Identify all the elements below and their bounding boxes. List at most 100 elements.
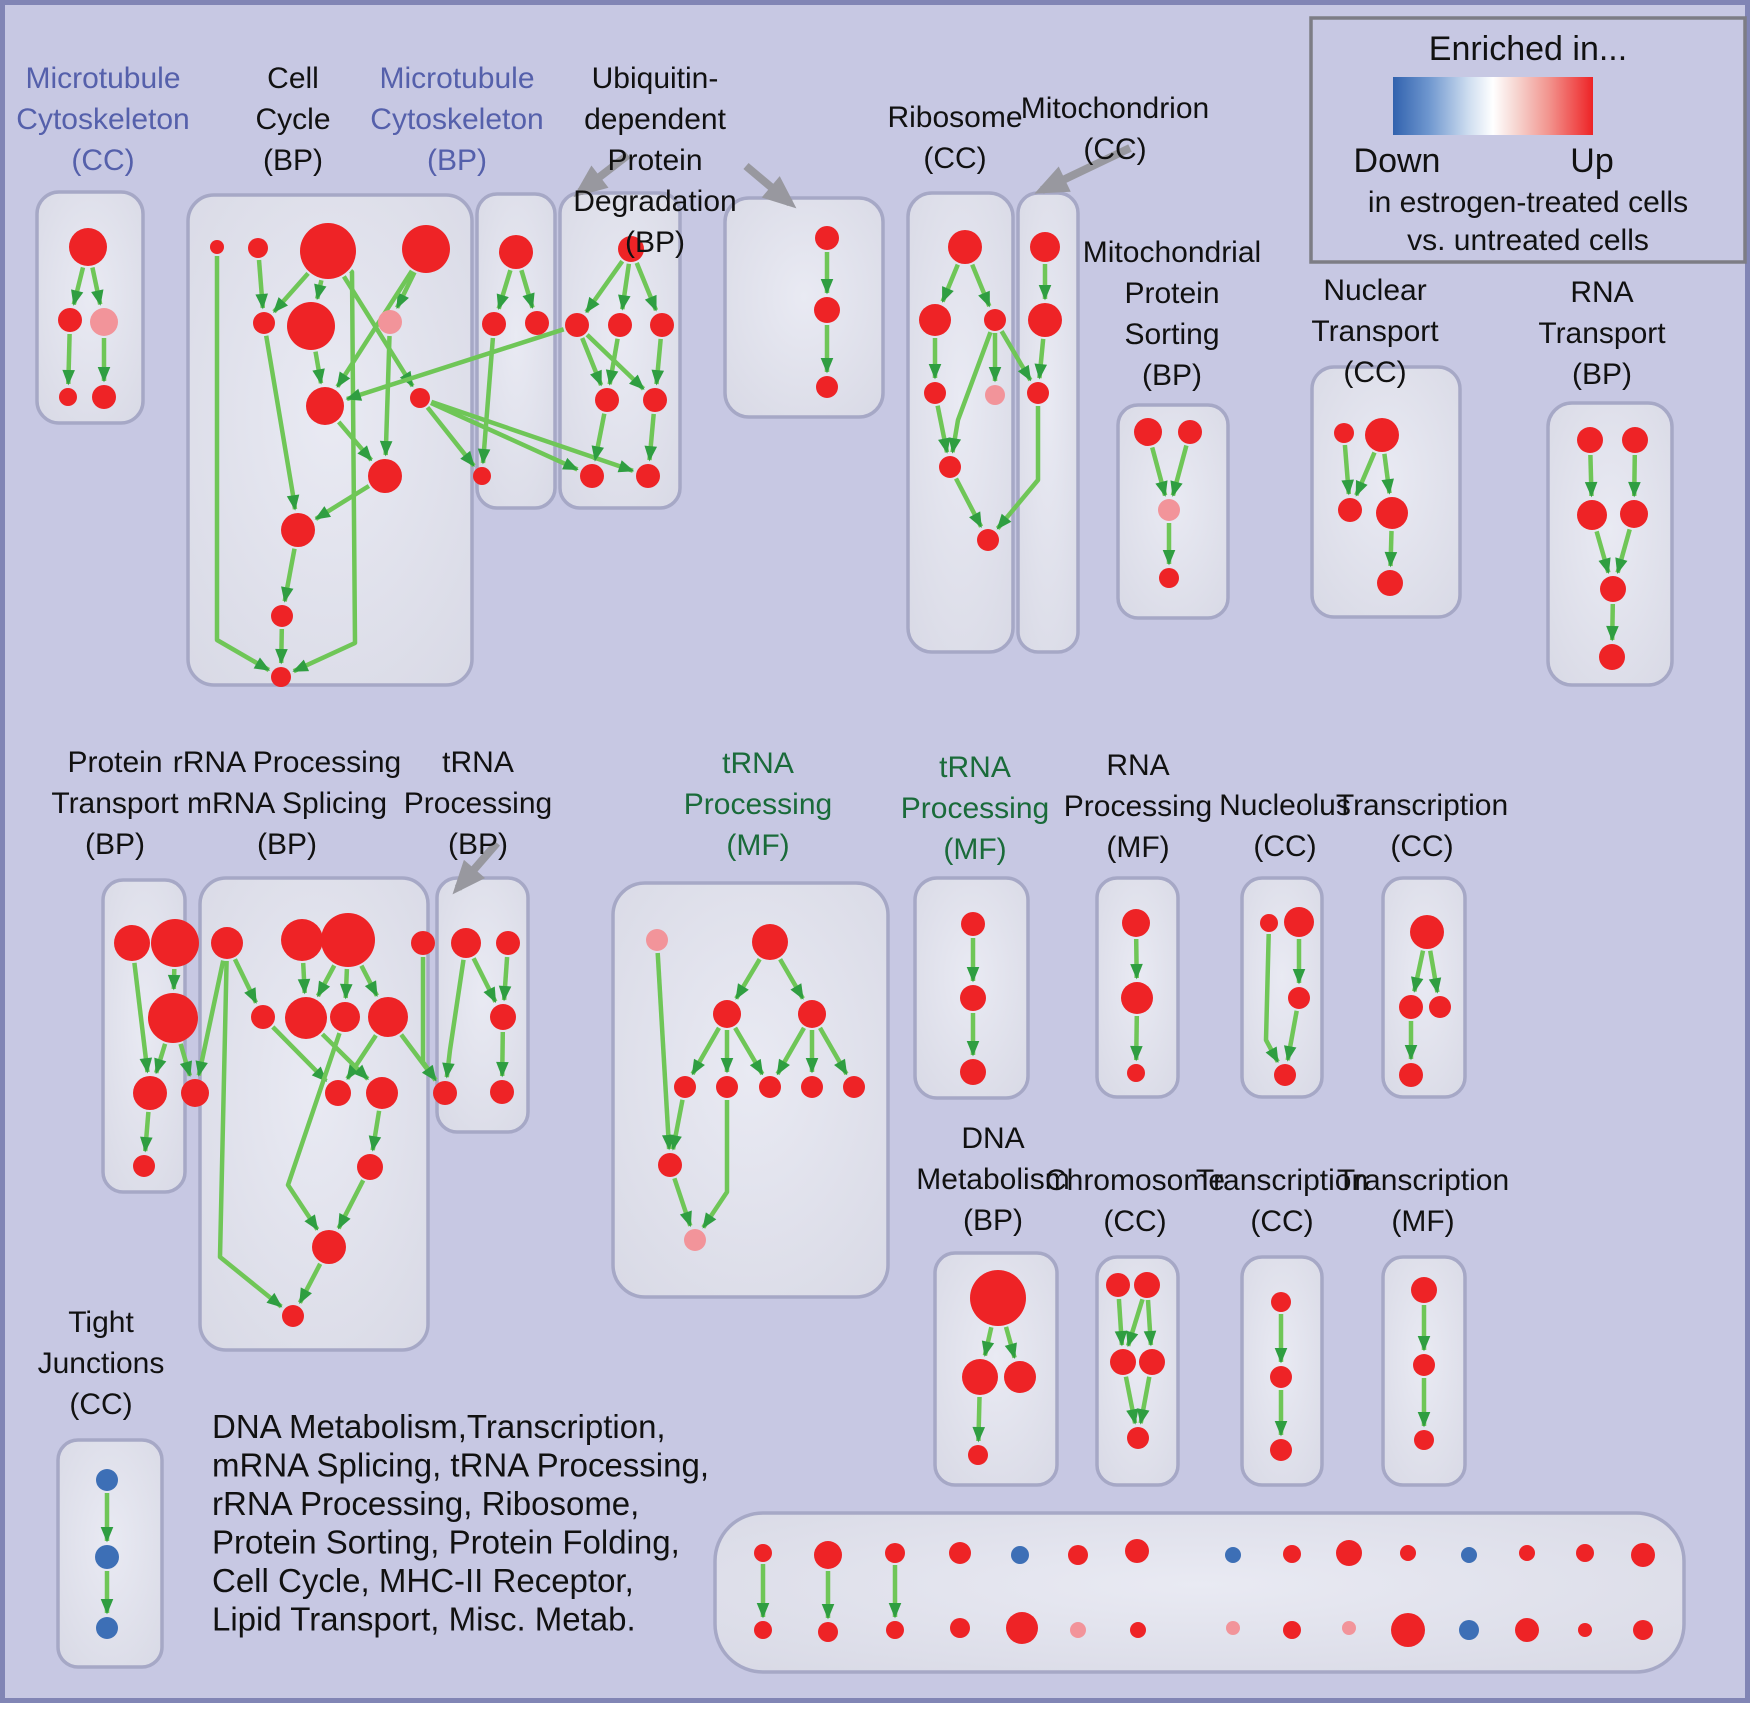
edge-tb2-tb3 xyxy=(498,956,512,1002)
go-term-node-tj1 xyxy=(96,1469,118,1491)
edge-c9-c10 xyxy=(281,548,297,603)
edge-pt1-pt4 xyxy=(132,962,153,1074)
edge-rr4-tb4 xyxy=(420,957,438,1082)
go-term-node-tcb1 xyxy=(1271,1292,1291,1312)
cluster-label-nucleolus-line1: (CC) xyxy=(1253,830,1316,863)
go-term-node-nu3 xyxy=(1288,987,1310,1009)
go-term-node-rp1 xyxy=(1122,909,1150,937)
go-term-node-bx6 xyxy=(1068,1545,1088,1565)
edge-M2-F xyxy=(1034,338,1048,380)
go-term-node-tf3 xyxy=(1414,1430,1434,1450)
go-term-node-ms4 xyxy=(1159,568,1179,588)
go-term-node-mc5 xyxy=(92,385,116,409)
edge-u1-u3 xyxy=(618,263,632,311)
go-term-node-c6 xyxy=(287,302,335,350)
go-term-node-rr9 xyxy=(325,1080,351,1106)
cluster-box-rna-transport xyxy=(1546,401,1674,687)
edge-c8-c9 xyxy=(314,484,371,521)
edge-chub-u7 xyxy=(429,400,579,472)
cluster-label-trna-mf-2-line1: Processing xyxy=(901,792,1049,825)
go-term-node-by1 xyxy=(754,1621,772,1639)
edge-tmc-tmb xyxy=(672,1177,693,1228)
cluster-box-ubiquitin-a xyxy=(558,191,682,510)
cluster-label-ubiquitin-line1: dependent xyxy=(584,103,726,136)
edge-rr11-rr12 xyxy=(336,1179,366,1230)
cluster-label-cell-cycle-line0: Cell xyxy=(267,62,319,95)
edge-nt2-nt3 xyxy=(1354,451,1377,497)
edge-rr3-rr7 xyxy=(339,968,353,1000)
go-term-node-pt1 xyxy=(114,925,150,961)
edge-tmL-tm3 xyxy=(733,1026,765,1076)
cluster-label-rrna: rRNA Processing mRNA Splicing (BP) xyxy=(173,746,401,861)
edge-chub-m4 xyxy=(425,406,476,468)
misc-categories-caption-line4: Cell Cycle, MHC-II Receptor, xyxy=(212,1562,634,1599)
edge-tm2-tmb xyxy=(701,1100,730,1229)
cluster-label-chromosome: Chromosome (CC) xyxy=(1045,1164,1225,1238)
go-term-node-m1 xyxy=(499,235,533,269)
go-term-node-tmb xyxy=(684,1229,706,1251)
callout-arrow-ubiquitin-right xyxy=(743,162,797,209)
go-term-node-pt6 xyxy=(133,1155,155,1177)
edge-c1-c11 xyxy=(214,256,271,672)
edge-rt4-rt5 xyxy=(1615,528,1632,574)
go-term-node-c3 xyxy=(300,223,356,279)
edge-c3-c5 xyxy=(272,271,310,314)
legend-caption-line1: in estrogen-treated cells xyxy=(1368,186,1688,219)
go-term-node-mc4 xyxy=(59,388,77,406)
misc-categories-caption: DNA Metabolism,Transcription,mRNA Splici… xyxy=(212,1408,709,1638)
cluster-label-mito-sorting-line2: Sorting xyxy=(1124,318,1219,351)
go-term-node-rr7 xyxy=(330,1002,360,1032)
legend-box xyxy=(1309,16,1747,264)
cluster-label-transcription-cc-line1: (CC) xyxy=(1250,1205,1313,1238)
misc-categories-caption-line3: Protein Sorting, Protein Folding, xyxy=(212,1524,680,1561)
cluster-label-nuclear-transport-line2: (CC) xyxy=(1343,356,1406,389)
edge-tmL-tm1 xyxy=(690,1026,721,1076)
go-term-node-F xyxy=(1027,382,1049,404)
go-term-node-bx10 xyxy=(1336,1540,1362,1566)
go-term-node-bx12 xyxy=(1461,1547,1477,1563)
go-term-node-c6p xyxy=(378,310,402,334)
cluster-label-nuclear-transport-line0: Nuclear xyxy=(1323,274,1426,307)
edge-mc1-mc3 xyxy=(90,267,104,306)
cluster-label-trna-mf-1-line1: Processing xyxy=(684,788,832,821)
go-term-node-mc3 xyxy=(90,308,118,336)
edge-c4-c6p xyxy=(395,271,417,309)
go-term-node-rr4 xyxy=(411,931,435,955)
edge-ch2-ch3 xyxy=(1125,1298,1145,1348)
go-term-node-by6 xyxy=(1070,1622,1086,1638)
go-term-node-by11 xyxy=(1391,1613,1425,1647)
go-term-node-ms3 xyxy=(1158,499,1180,521)
edge-rt3-rt5 xyxy=(1594,530,1611,574)
edge-ms1-ms3 xyxy=(1150,446,1168,497)
go-term-node-u5 xyxy=(595,388,619,412)
go-term-node-tb3 xyxy=(490,1004,516,1030)
go-term-node-tmc xyxy=(658,1153,682,1177)
edge-tmR-tm5 xyxy=(818,1026,849,1076)
cluster-label-trna-bp-line0: tRNA xyxy=(442,746,514,779)
go-term-node-u6 xyxy=(643,388,667,412)
go-term-node-ms1 xyxy=(1134,418,1162,446)
edge-pt2-pt3 xyxy=(167,968,181,991)
go-term-node-rr11 xyxy=(357,1154,383,1180)
edge-rr6-rr10 xyxy=(320,1032,370,1081)
cluster-label-microtubule-bp-line2: (BP) xyxy=(427,144,487,177)
edge-tmR-tm3 xyxy=(775,1026,806,1076)
edge-nt4-nt5 xyxy=(1384,530,1398,568)
edge-tmT-tmL xyxy=(734,958,762,1000)
go-term-node-u8 xyxy=(636,464,660,488)
cluster-label-microtubule-cc: Microtubule Cytoskeleton (CC) xyxy=(16,62,189,177)
edge-u2-c7 xyxy=(345,327,565,402)
edge-tb1-tb4 xyxy=(442,959,466,1079)
cluster-label-tight-junctions-line2: (CC) xyxy=(69,1388,132,1421)
edge-pt3-pt5 xyxy=(178,1043,193,1078)
cluster-label-protein-transport-line1: Transport xyxy=(51,787,179,820)
edge-tc1-tc2 xyxy=(1411,950,1426,993)
cluster-label-dna-metabolism-line0: DNA xyxy=(961,1122,1024,1155)
edge-tb1-tb3 xyxy=(471,957,498,1004)
go-term-node-dm1 xyxy=(970,1270,1026,1326)
go-term-node-c2 xyxy=(248,238,268,258)
go-term-node-ch3 xyxy=(1110,1349,1136,1375)
cluster-label-trna-mf-1-line0: tRNA xyxy=(722,747,794,780)
go-term-node-tb5 xyxy=(490,1080,514,1104)
go-term-node-bx3 xyxy=(885,1543,905,1563)
